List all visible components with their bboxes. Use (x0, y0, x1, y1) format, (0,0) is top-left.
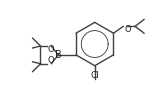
Text: O: O (124, 25, 131, 34)
Text: Cl: Cl (90, 70, 99, 80)
Text: O: O (47, 45, 54, 54)
Text: B: B (55, 50, 62, 60)
Text: O: O (47, 56, 54, 65)
